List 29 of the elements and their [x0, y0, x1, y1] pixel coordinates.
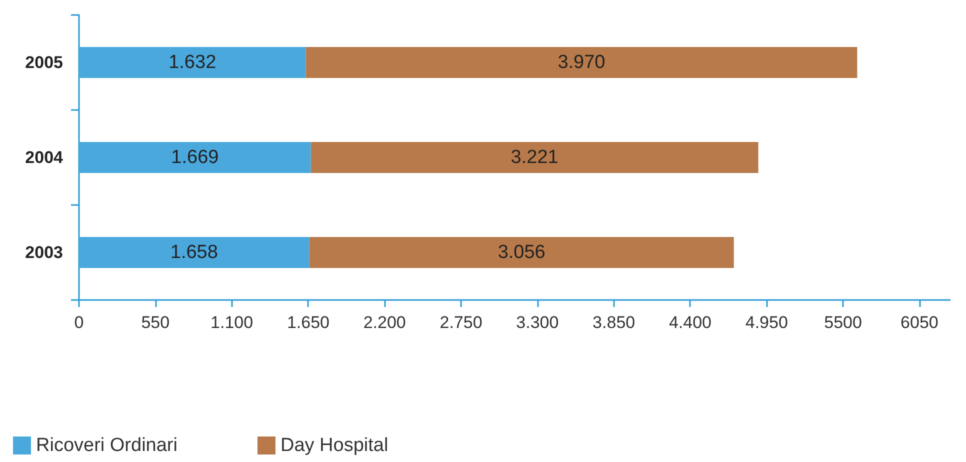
x-tick-label: 550	[141, 313, 170, 332]
y-tick-label: 2003	[25, 243, 63, 262]
legend-label: Day Hospital	[280, 435, 388, 456]
x-tick-label: 3.300	[516, 313, 559, 332]
x-tick-label: 1.100	[210, 313, 254, 332]
x-tick-label: 2.750	[440, 313, 482, 332]
bar	[306, 47, 858, 78]
bar	[309, 237, 734, 268]
x-tick-label: 4.950	[745, 313, 788, 332]
x-tick-label: 4.400	[668, 313, 712, 332]
data-label: 3.056	[498, 242, 546, 263]
data-label: 1.669	[171, 147, 219, 168]
data-label: 3.970	[558, 52, 606, 73]
x-tick-label: 5500	[824, 313, 862, 332]
legend-label: Ricoveri Ordinari	[36, 435, 178, 456]
bar	[79, 142, 311, 173]
x-tick-label: 0	[74, 313, 84, 332]
x-tick-label: 2.200	[363, 313, 406, 332]
bar	[79, 47, 306, 78]
bar	[79, 237, 310, 268]
x-tick-label: 3.850	[592, 313, 636, 332]
y-tick-label: 2005	[25, 53, 63, 72]
data-label: 1.658	[170, 242, 218, 263]
data-label: 1.632	[168, 52, 216, 73]
x-tick-label: 1.650	[286, 313, 330, 332]
y-tick-label: 2004	[25, 148, 64, 167]
bar	[310, 142, 758, 173]
data-label: 3.221	[510, 147, 558, 168]
x-tick-label: 6050	[900, 313, 938, 332]
